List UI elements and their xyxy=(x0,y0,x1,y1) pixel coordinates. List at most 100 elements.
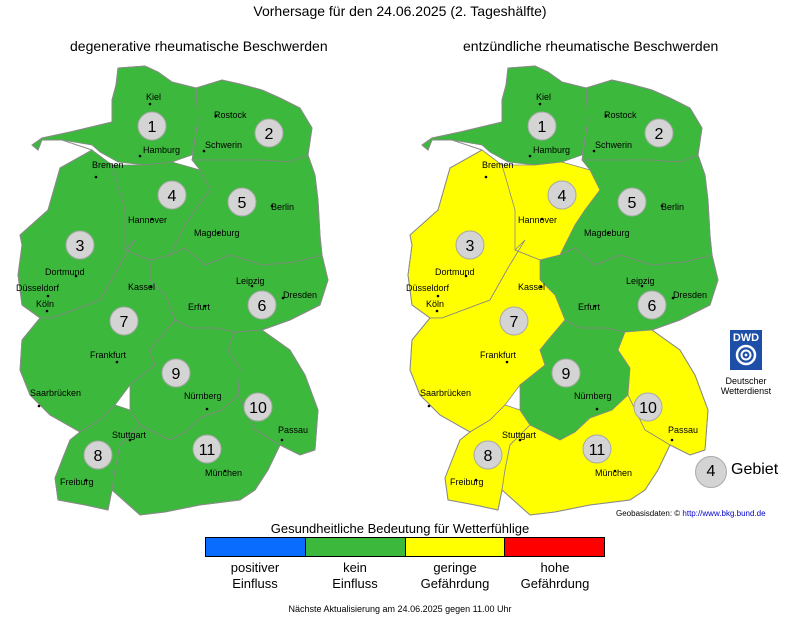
country-outline xyxy=(17,65,329,516)
city-dot xyxy=(148,102,152,106)
geobasis-label: Geobasisdaten: © xyxy=(616,509,681,518)
city-label: Hamburg xyxy=(143,145,180,155)
region-key-badge: 4 xyxy=(695,456,727,488)
dwd-swirl-icon xyxy=(735,344,757,366)
city-label: Magdeburg xyxy=(194,228,240,238)
city-label: Kassel xyxy=(128,282,155,292)
city-dot xyxy=(150,217,154,221)
city-label: Hannover xyxy=(518,215,557,225)
city-dot xyxy=(474,478,478,482)
city-label: Bremen xyxy=(482,160,514,170)
city-dot xyxy=(595,407,599,411)
city-label: Freiburg xyxy=(60,477,94,487)
region-number: 5 xyxy=(628,195,637,212)
city-dot xyxy=(205,407,209,411)
city-label: Rostock xyxy=(214,110,247,120)
city-dot xyxy=(250,284,254,288)
legend-label-none: kein Einfluss xyxy=(332,560,378,591)
region-badge xyxy=(192,434,222,464)
city-label: Erfurt xyxy=(188,302,211,312)
city-label: Passau xyxy=(278,425,308,435)
region-number: 1 xyxy=(148,119,157,136)
dwd-name-line1: Deutscher xyxy=(725,376,767,386)
city-label: Erfurt xyxy=(578,302,601,312)
region-badge xyxy=(83,440,113,470)
city-dot xyxy=(660,204,664,208)
city-dot xyxy=(539,285,543,289)
city-label: Magdeburg xyxy=(584,228,630,238)
map-title-entzuendlich: entzündliche rheumatische Beschwerden xyxy=(463,38,719,54)
city-label: Düsseldorf xyxy=(16,283,60,293)
city-label: Köln xyxy=(426,299,444,309)
city-dot xyxy=(45,309,49,313)
city-dot xyxy=(436,294,440,298)
city-label: Leipzig xyxy=(236,276,265,286)
region-key-label: Gebiet xyxy=(731,461,779,478)
legend-label-high: hohe Gefährdung xyxy=(520,560,590,591)
legend-title: Gesundheitliche Bedeutung für Wetterfühl… xyxy=(270,521,530,536)
legend-swatch-none xyxy=(305,538,406,556)
region-badge xyxy=(527,111,557,141)
city-dot xyxy=(202,149,206,153)
city-dot xyxy=(138,154,142,158)
city-dot xyxy=(280,438,284,442)
region-badge xyxy=(157,180,187,210)
region-number: 3 xyxy=(76,238,85,255)
region-number: 2 xyxy=(265,126,274,143)
geobasis-link[interactable]: http://www.bkg.bund.de xyxy=(682,509,766,518)
city-label: Köln xyxy=(36,299,54,309)
city-dot xyxy=(604,114,608,118)
city-label: Nürnberg xyxy=(574,391,612,401)
region-badge xyxy=(473,440,503,470)
city-label: Bremen xyxy=(92,160,124,170)
region-badge xyxy=(582,434,612,464)
city-dot xyxy=(203,304,207,308)
dwd-logo: DWD Deutscher Wetterdienst xyxy=(716,330,776,396)
city-dot xyxy=(223,469,227,473)
city-label: Dortmund xyxy=(435,267,475,277)
region-number: 1 xyxy=(538,119,547,136)
city-dot xyxy=(128,438,132,442)
legend-label-minor: geringe Gefährdung xyxy=(420,560,490,591)
region-number: 4 xyxy=(558,188,567,205)
city-dot xyxy=(606,231,610,235)
city-label: Stuttgart xyxy=(502,430,537,440)
city-dot xyxy=(613,469,617,473)
city-dot xyxy=(464,274,468,278)
city-dot xyxy=(592,149,596,153)
city-dot xyxy=(427,404,431,408)
legend-bar xyxy=(205,537,605,557)
region-badge xyxy=(254,118,284,148)
geobasis-credit: Geobasisdaten: © http://www.bkg.bund.de xyxy=(616,509,766,518)
region-badge xyxy=(551,358,581,388)
city-label: Passau xyxy=(668,425,698,435)
country-outline xyxy=(407,65,719,516)
city-dot xyxy=(518,438,522,442)
city-label: Hannover xyxy=(128,215,167,225)
city-dot xyxy=(484,175,488,179)
city-label: Dresden xyxy=(283,290,317,300)
page-title: Vorhersage für den 24.06.2025 (2. Tagesh… xyxy=(253,3,547,19)
region-number: 4 xyxy=(168,188,177,205)
region-number: 2 xyxy=(655,126,664,143)
city-label: Schwerin xyxy=(595,140,632,150)
city-dot xyxy=(37,404,41,408)
region-number: 8 xyxy=(94,448,103,465)
region-number: 10 xyxy=(639,400,657,417)
city-label: Berlin xyxy=(271,202,294,212)
legend-swatch-high xyxy=(505,538,604,556)
city-label: Saarbrücken xyxy=(30,388,81,398)
region-number: 8 xyxy=(484,448,493,465)
region-number: 9 xyxy=(562,366,571,383)
region-number: 6 xyxy=(258,298,267,315)
city-label: Kassel xyxy=(518,282,545,292)
region-badge xyxy=(644,118,674,148)
city-dot xyxy=(270,204,274,208)
city-dot xyxy=(538,102,542,106)
region-number: 11 xyxy=(589,442,606,459)
city-dot xyxy=(214,114,218,118)
region-number: 11 xyxy=(199,442,216,459)
update-note: Nächste Aktualisierung am 24.06.2025 geg… xyxy=(288,604,512,614)
city-dot xyxy=(670,438,674,442)
